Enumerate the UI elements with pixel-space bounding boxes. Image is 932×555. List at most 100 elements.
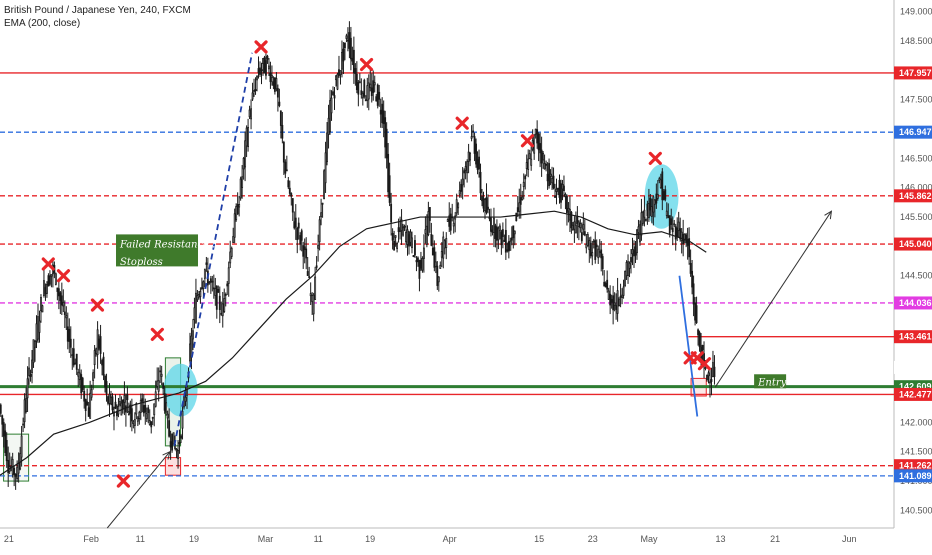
- candle-body: [279, 110, 282, 126]
- candle-body: [23, 399, 26, 423]
- candle-body: [168, 420, 171, 437]
- candle-body: [588, 240, 591, 251]
- candle-body: [278, 101, 281, 106]
- candle-body: [653, 199, 656, 205]
- candle-body: [123, 395, 126, 403]
- candle-body: [363, 79, 366, 97]
- candle-body: [600, 249, 603, 259]
- candle-body: [576, 216, 579, 225]
- candle-body: [643, 209, 646, 218]
- candle-body: [387, 153, 390, 193]
- candle-body: [458, 190, 461, 195]
- candle-body: [117, 405, 120, 415]
- candle-body: [409, 231, 412, 243]
- price-tag-label: 147.957: [899, 68, 932, 78]
- candle-body: [314, 276, 317, 300]
- candle-body: [493, 217, 495, 233]
- time-tick-label: 19: [189, 534, 199, 544]
- candle-body: [308, 276, 311, 278]
- candle-body: [603, 281, 606, 287]
- candle-body: [430, 233, 433, 246]
- candle-body: [257, 68, 260, 73]
- price-tick-label: 141.500: [900, 447, 932, 457]
- candle-body: [615, 305, 618, 310]
- candle-body: [162, 383, 165, 389]
- candle-body: [271, 74, 273, 79]
- candle-body: [102, 356, 105, 376]
- candle-body: [601, 256, 604, 270]
- candle-body: [639, 224, 641, 243]
- candle-body: [647, 203, 650, 219]
- candle-body: [166, 413, 169, 419]
- candle-body: [445, 238, 448, 248]
- candle-body: [35, 323, 38, 342]
- candle-body: [537, 133, 540, 151]
- candle-body: [616, 290, 619, 314]
- candle-body: [713, 366, 716, 377]
- candle-body: [17, 463, 20, 474]
- candle-body: [2, 422, 5, 437]
- candle-body: [665, 210, 668, 216]
- candle-body: [281, 124, 284, 139]
- candle-body: [490, 217, 492, 232]
- candle-body: [571, 224, 574, 231]
- candle-body: [83, 391, 86, 402]
- candle-body: [114, 401, 117, 409]
- time-tick-label: 11: [136, 534, 145, 544]
- indicator-label: EMA (200, close): [4, 18, 81, 29]
- candle-body: [579, 223, 582, 229]
- candle-body: [266, 55, 269, 60]
- candle-body: [352, 49, 355, 74]
- candle-body: [539, 143, 542, 154]
- candle-body: [634, 246, 637, 256]
- candle-body: [202, 281, 205, 289]
- candle-body: [694, 302, 697, 321]
- arrow-line: [714, 210, 832, 388]
- candle-body: [515, 212, 518, 221]
- candle-body: [200, 287, 203, 290]
- candle-body: [424, 229, 427, 234]
- candle-body: [475, 143, 477, 165]
- candle-body: [642, 211, 644, 224]
- price-tick-label: 145.500: [900, 212, 932, 222]
- candle-body: [591, 252, 594, 257]
- candle-body: [566, 195, 568, 213]
- cross-marker: [455, 116, 469, 130]
- candle-body: [366, 85, 369, 101]
- candle-body: [138, 411, 141, 420]
- candle-body: [56, 287, 59, 292]
- note-text-line-2: Stoploss: [120, 257, 163, 268]
- candle-body: [126, 394, 129, 401]
- candle-body: [545, 163, 548, 166]
- candle-body: [175, 448, 178, 452]
- candle-body: [28, 367, 30, 376]
- price-tag-label: 142.477: [899, 389, 932, 399]
- trend-line: [173, 52, 253, 447]
- candle-body: [238, 204, 241, 208]
- candle-body: [303, 246, 306, 251]
- candle-body: [341, 51, 343, 70]
- candle-body: [636, 229, 638, 254]
- candle-body: [242, 157, 245, 170]
- candle-body: [618, 298, 621, 307]
- candle-body: [661, 171, 664, 201]
- candle-body: [197, 294, 200, 298]
- cross-marker: [90, 298, 105, 312]
- candle-body: [236, 204, 239, 215]
- candle-body: [710, 379, 713, 382]
- candle-body: [330, 97, 333, 114]
- candle-body: [573, 221, 576, 230]
- candle-body: [482, 198, 485, 209]
- candle-body: [628, 262, 631, 269]
- candle-body: [388, 175, 391, 203]
- candle-body: [442, 236, 445, 259]
- price-tag-label: 146.947: [899, 127, 932, 137]
- candle-body: [354, 68, 357, 74]
- candle-body: [273, 77, 276, 92]
- candle-body: [217, 289, 220, 293]
- price-tick-label: 148.500: [900, 36, 932, 46]
- candle-body: [230, 247, 233, 257]
- arrow-line: [106, 451, 171, 529]
